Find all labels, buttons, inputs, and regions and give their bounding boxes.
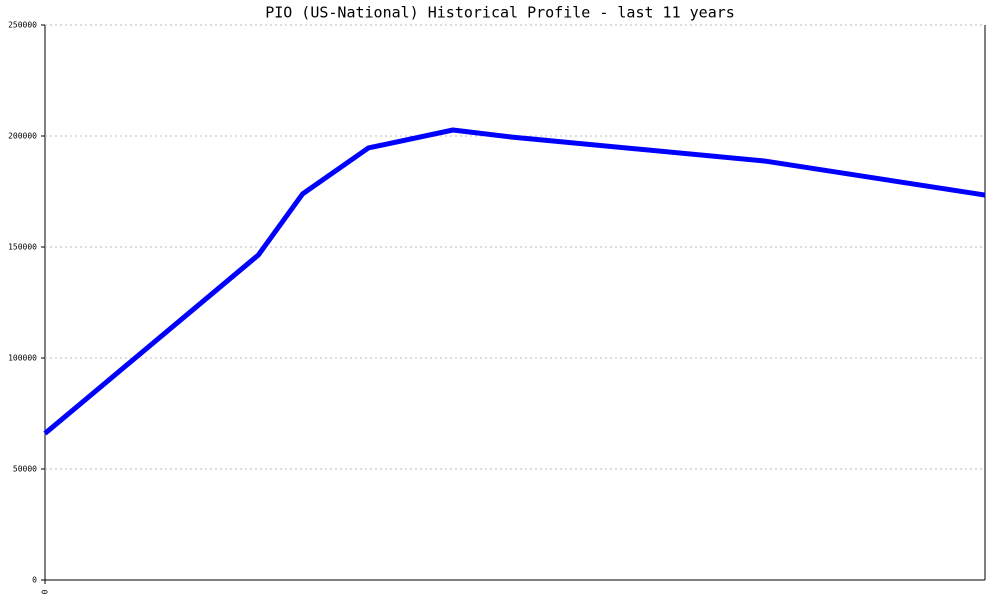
y-tick-label: 50000: [13, 465, 37, 474]
chart-title: PIO (US-National) Historical Profile - l…: [265, 4, 735, 22]
y-tick-label: 100000: [8, 354, 37, 363]
y-tick-label: 250000: [8, 21, 37, 30]
y-tick-label: 0: [32, 576, 37, 585]
y-tick-label: 150000: [8, 243, 37, 252]
data-line: [43, 127, 986, 436]
y-tick-label: 200000: [8, 132, 37, 141]
x-tick-label: 0: [41, 589, 50, 594]
